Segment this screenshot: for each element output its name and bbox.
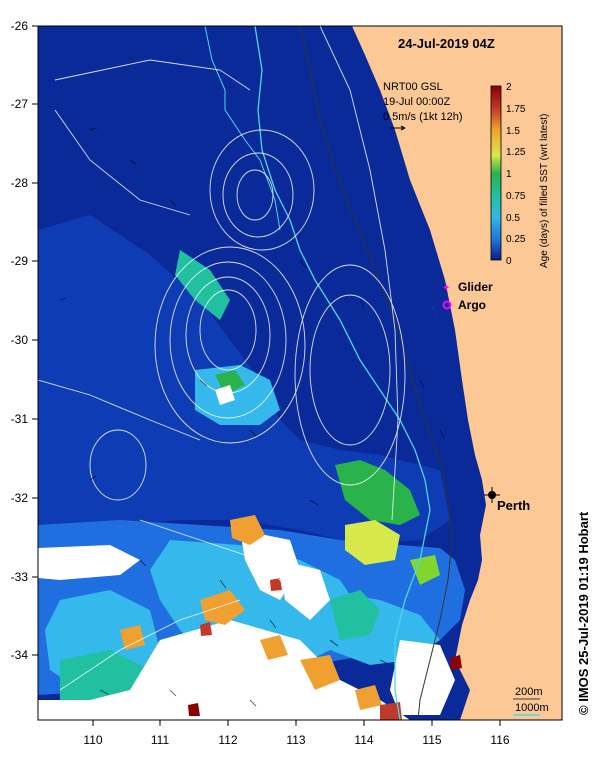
y-tick-labels: -26 -27 -28 -29 -30 -31 -32 -33 -34 [11,19,29,662]
map-title: 24-Jul-2019 04Z [398,36,495,51]
copyright-text: © IMOS 25-Jul-2019 01:19 Hobart [576,511,591,715]
y-tick-label: -33 [11,570,29,584]
vector-scale-arrow [390,125,406,131]
legend-glider-label: Glider [458,280,493,294]
x-tick-label: 113 [286,733,305,747]
current-vectors [59,127,445,707]
colorbar-tick-label: 1 [506,169,512,180]
colorbar-tick-label: 1.25 [506,147,526,158]
x-tick-label: 116 [490,733,509,747]
circle-icon [442,300,452,310]
colorbar [490,85,502,261]
plot-area [38,26,562,720]
x-tick-label: 110 [83,733,102,747]
x-tick-labels: 110 111 112 113 114 115 116 [83,733,509,747]
isobath-1000m-2 [204,26,281,231]
y-tick-label: -29 [11,254,29,268]
isobath-1000m [254,26,431,720]
isobath-200m-label: 200m [515,686,543,698]
city-perth: Perth [484,487,530,513]
colorbar-tick-label: 1.75 [506,104,526,115]
colorbar-tick-label: 0.75 [506,191,526,202]
colorbar-tick-label: 2 [506,82,512,93]
isobath-1000m-label: 1000m [515,702,549,714]
model-name: NRT00 GSL [383,81,443,93]
y-tick-label: -32 [11,491,29,505]
colorbar-tick-label: 0 [506,256,512,267]
y-tick-label: -31 [11,412,29,426]
colorbar-tick-label: 1.5 [506,126,520,137]
land-mass [352,26,562,720]
colorbar-tick-label: 0.25 [506,234,526,245]
legend-argo-label: Argo [458,298,486,312]
axis-ticks [32,25,501,726]
ssh-contours [38,26,406,691]
isobath-legend: 200m 1000m [513,686,549,716]
city-label: Perth [497,498,530,513]
isobath-200m [299,26,453,720]
no-data-patches [38,385,455,720]
colorbar-label: Age (days) of filled SST (wrt latest) [539,114,550,268]
y-tick-label: -30 [11,333,29,347]
colorbar-tick-label: 0.5 [506,213,520,224]
x-tick-label: 115 [422,733,441,747]
plot-frame [37,25,563,721]
x-tick-label: 111 [151,733,170,747]
y-tick-label: -34 [11,648,29,662]
old-sst-patches [120,515,462,720]
legend-argo: Argo [442,298,486,312]
model-time: 19-Jul 00:00Z [383,96,451,108]
y-tick-label: -27 [11,97,29,111]
x-tick-label: 114 [354,733,373,747]
y-tick-label: -28 [11,176,29,190]
vector-scale-label: 0.5m/s (1kt 12h) [383,111,462,123]
colorbar-ticks: 2 1.75 1.5 1.25 1 0.75 0.5 0.25 0 [506,82,526,267]
y-tick-label: -26 [11,19,29,33]
legend-glider: ✦ Glider [442,280,493,294]
x-tick-label: 112 [218,733,237,747]
star-icon: ✦ [442,283,450,294]
